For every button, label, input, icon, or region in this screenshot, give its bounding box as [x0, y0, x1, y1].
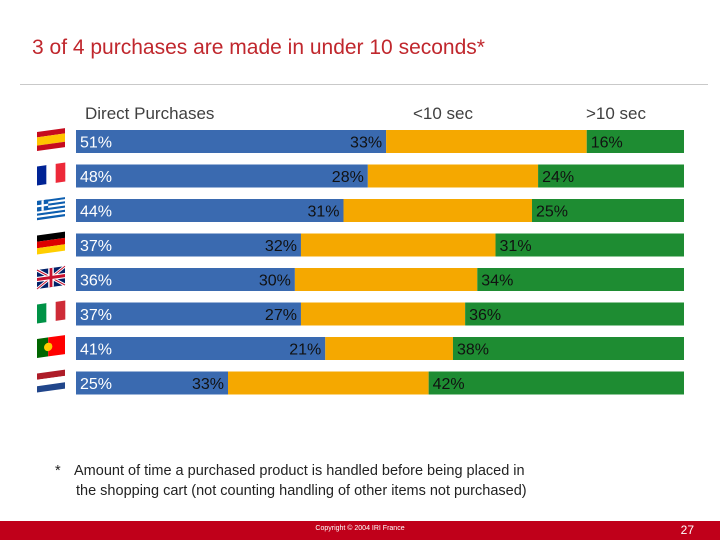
footnote: * Amount of time a purchased product is …: [55, 461, 527, 501]
data-label-over-10: 31%: [500, 238, 532, 255]
bar-segment: [386, 130, 587, 153]
bar-segment: [300, 233, 496, 257]
data-label-over-10: 25%: [536, 204, 568, 221]
flag-germany-icon: [37, 231, 65, 255]
bar-segment: [325, 337, 453, 360]
bar-segment: [477, 268, 684, 291]
page-number: 27: [680, 523, 694, 537]
bar-segment: [532, 199, 684, 222]
data-label-under-10: 28%: [332, 169, 364, 186]
flag-spain-icon: [37, 128, 65, 152]
bar-segment: [428, 371, 684, 395]
bar-segment: [76, 371, 228, 395]
legend-under-10-sec: <10 sec: [413, 104, 474, 123]
footnote-line-2: the shopping cart (not counting handling…: [76, 483, 527, 499]
footer-bar: Copyright © 2004 IRI France 27: [0, 521, 720, 540]
flag-netherlands-icon: [37, 369, 65, 393]
data-label-over-10: 42%: [433, 376, 465, 393]
legend-direct-purchases: Direct Purchases: [85, 104, 215, 123]
flag-greece-icon: [37, 197, 65, 221]
data-label-direct: 36%: [80, 273, 112, 290]
bar-segment: [538, 164, 684, 188]
footnote-line-1: Amount of time a purchased product is ha…: [74, 463, 525, 479]
data-label-direct: 25%: [80, 376, 112, 393]
flag-uk-icon: [36, 264, 66, 291]
bar-segment: [76, 337, 326, 360]
bar-segment: [586, 130, 684, 153]
data-label-under-10: 21%: [289, 342, 321, 359]
bar-segment: [343, 199, 532, 222]
bar-segment: [367, 164, 539, 188]
data-label-under-10: 33%: [350, 135, 382, 152]
bar-segment: [76, 233, 301, 257]
bar-segment: [228, 371, 429, 395]
slide-title: 3 of 4 purchases are made in under 10 se…: [32, 36, 485, 59]
data-label-direct: 37%: [80, 307, 112, 324]
bar-segment: [76, 199, 344, 222]
data-label-over-10: 24%: [542, 169, 574, 186]
bar-segment: [294, 268, 478, 291]
bar-segment: [495, 233, 684, 257]
data-label-under-10: 32%: [265, 238, 297, 255]
data-label-under-10: 27%: [265, 307, 297, 324]
flag-portugal-icon: [37, 335, 65, 358]
title-divider: [20, 84, 708, 85]
bar-segment: [452, 337, 684, 360]
bar-segment: [300, 302, 466, 326]
bar-segment: [76, 130, 387, 153]
bar-segment: [76, 268, 295, 291]
data-label-under-10: 33%: [192, 376, 224, 393]
data-label-direct: 41%: [80, 342, 112, 359]
flag-italy-icon: [37, 300, 66, 324]
bar-segment: [76, 302, 301, 326]
data-label-under-10: 30%: [259, 273, 291, 290]
legend-over-10-sec: >10 sec: [586, 104, 647, 123]
data-label-over-10: 34%: [481, 273, 513, 290]
bar-segment: [465, 302, 684, 326]
data-label-direct: 37%: [80, 238, 112, 255]
footnote-marker: *: [55, 463, 61, 479]
bar-segment: [76, 164, 368, 188]
data-label-over-10: 16%: [591, 135, 623, 152]
data-label-direct: 44%: [80, 204, 112, 221]
data-label-over-10: 38%: [457, 342, 489, 359]
copyright-text: Copyright © 2004 IRI France: [315, 525, 405, 532]
flag-france-icon: [37, 162, 66, 186]
data-label-direct: 48%: [80, 169, 112, 186]
data-label-under-10: 31%: [307, 204, 339, 221]
data-label-direct: 51%: [80, 135, 112, 152]
data-label-over-10: 36%: [469, 307, 501, 324]
